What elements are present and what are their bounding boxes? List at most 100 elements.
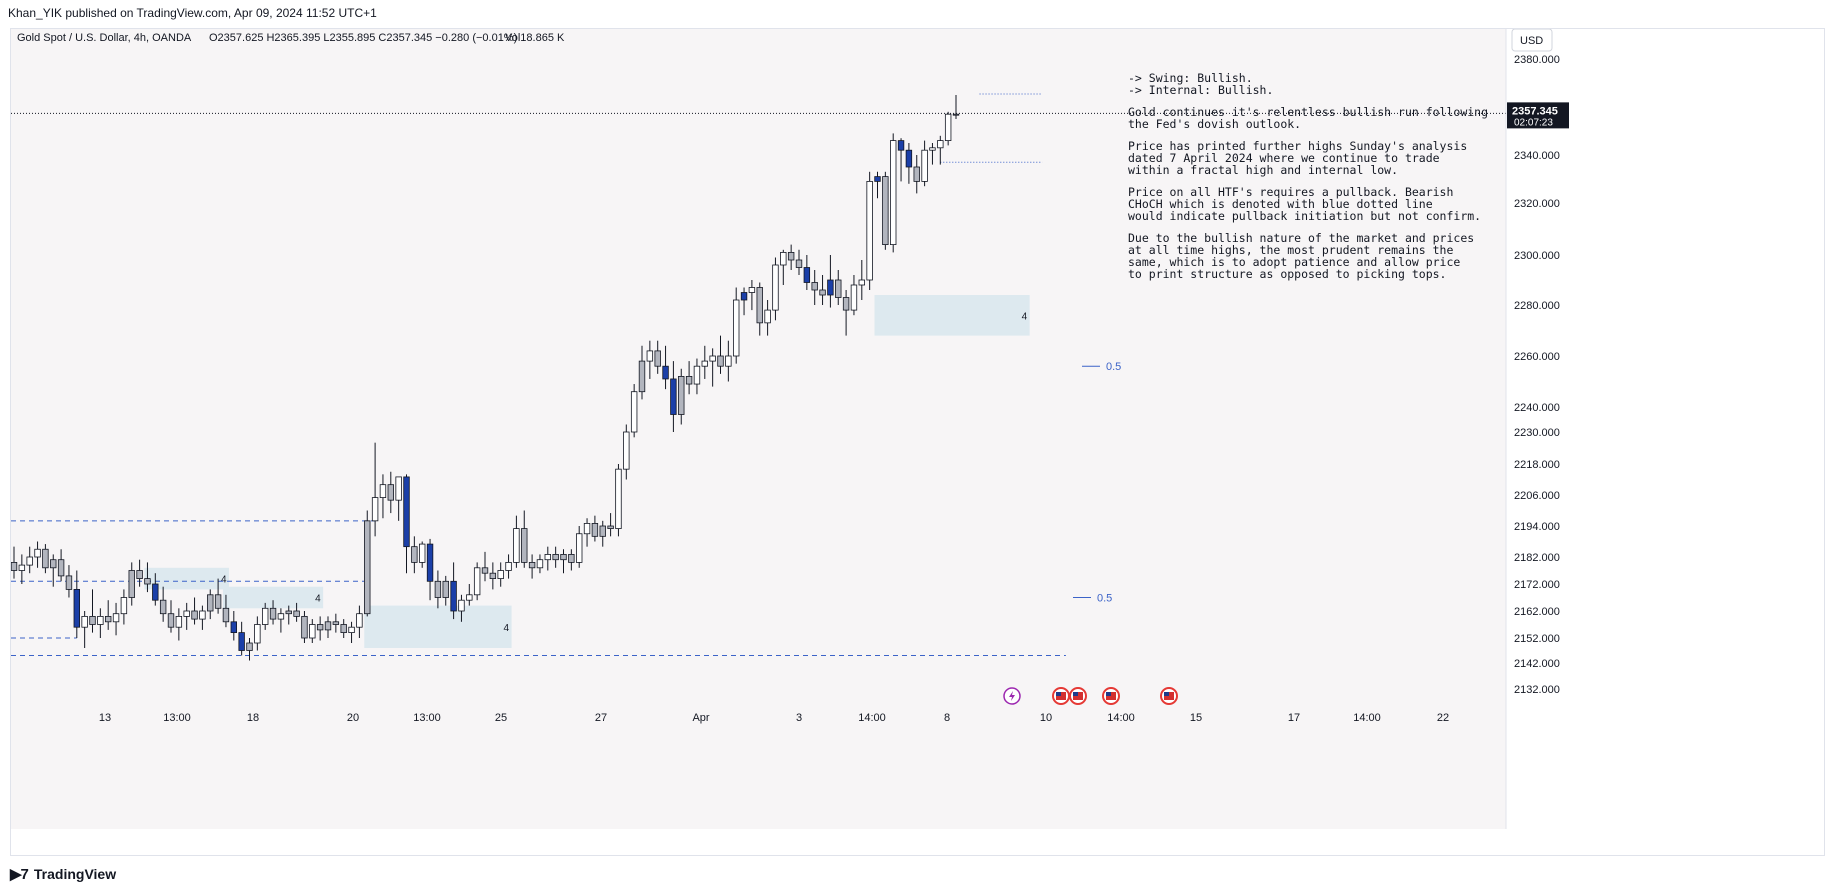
candle[interactable] (222, 607, 230, 623)
range-band-0[interactable] (144, 567, 229, 590)
candle[interactable] (599, 525, 606, 537)
candle[interactable] (426, 543, 434, 582)
candle[interactable] (152, 583, 159, 601)
candle[interactable] (105, 616, 112, 623)
candle[interactable] (646, 350, 654, 362)
candle[interactable] (144, 578, 151, 585)
candle[interactable] (466, 594, 473, 601)
candle[interactable] (678, 375, 685, 415)
candle[interactable] (544, 554, 551, 561)
candle[interactable] (442, 580, 449, 598)
candle[interactable] (238, 632, 245, 651)
candle[interactable] (489, 572, 497, 580)
candle[interactable] (717, 355, 724, 367)
candle[interactable] (207, 594, 214, 612)
candle[interactable] (866, 180, 873, 281)
candle[interactable] (521, 528, 528, 563)
candle[interactable] (811, 282, 818, 291)
candle[interactable] (175, 616, 183, 628)
candle[interactable] (34, 548, 41, 558)
candle[interactable] (128, 570, 135, 598)
candle[interactable] (473, 567, 481, 596)
range-band-3[interactable] (874, 295, 1030, 336)
candle[interactable] (882, 176, 889, 246)
candle[interactable] (835, 279, 842, 298)
candle[interactable] (214, 594, 222, 609)
candle[interactable] (309, 624, 316, 639)
candle[interactable] (387, 484, 394, 501)
candle[interactable] (403, 476, 410, 548)
candle[interactable] (890, 140, 897, 245)
candle[interactable] (481, 567, 489, 574)
candle[interactable] (709, 355, 716, 362)
candle[interactable] (18, 564, 26, 571)
candle[interactable] (536, 559, 544, 569)
candle[interactable] (65, 575, 73, 590)
candle[interactable] (434, 580, 442, 598)
candle[interactable] (897, 140, 905, 151)
candle[interactable] (293, 610, 300, 617)
candle[interactable] (11, 562, 18, 571)
candle[interactable] (261, 607, 269, 625)
candle[interactable] (513, 528, 520, 563)
candle[interactable] (693, 365, 701, 385)
candle[interactable] (505, 562, 512, 571)
candle[interactable] (560, 554, 567, 561)
candle[interactable] (57, 559, 65, 577)
candle[interactable] (230, 621, 237, 633)
candle[interactable] (269, 607, 277, 620)
candle[interactable] (42, 548, 49, 569)
candle[interactable] (623, 431, 630, 470)
candle[interactable] (638, 360, 646, 393)
candle[interactable] (795, 259, 803, 268)
candle[interactable] (254, 624, 261, 644)
candle[interactable] (497, 570, 504, 580)
candle[interactable] (740, 292, 748, 301)
candlestick-chart[interactable]: 44440.50.5USD2380.0002360.0002340.000232… (11, 29, 1826, 857)
candle[interactable] (183, 610, 190, 617)
candle[interactable] (528, 562, 536, 569)
candle[interactable] (905, 149, 913, 168)
candle[interactable] (937, 140, 944, 149)
candle[interactable] (26, 556, 33, 566)
candle[interactable] (583, 523, 591, 535)
candle[interactable] (89, 616, 96, 625)
candle[interactable] (418, 543, 426, 563)
candle[interactable] (701, 360, 708, 367)
candle[interactable] (591, 523, 599, 537)
candle[interactable] (411, 546, 418, 563)
candle[interactable] (73, 589, 80, 628)
candle[interactable] (246, 642, 253, 651)
candle[interactable] (371, 497, 379, 522)
candle[interactable] (780, 251, 787, 266)
candle[interactable] (120, 597, 128, 615)
candle[interactable] (191, 610, 198, 620)
candle[interactable] (733, 299, 740, 357)
chart-pane[interactable]: 44440.50.5USD2380.0002360.0002340.000232… (10, 28, 1825, 856)
candle[interactable] (576, 533, 583, 563)
candle[interactable] (662, 365, 669, 380)
candle[interactable] (277, 613, 285, 620)
candle[interactable] (136, 570, 143, 580)
candle[interactable] (458, 599, 465, 612)
candle[interactable] (630, 391, 638, 433)
candle[interactable] (874, 176, 881, 182)
candle[interactable] (670, 378, 677, 415)
candle[interactable] (285, 610, 292, 615)
candle[interactable] (929, 147, 936, 151)
candle[interactable] (654, 350, 661, 367)
candle[interactable] (552, 554, 559, 561)
candle[interactable] (332, 621, 340, 625)
candle[interactable] (764, 309, 771, 324)
currency-button[interactable] (1511, 29, 1553, 52)
candle[interactable] (850, 284, 858, 311)
candle[interactable] (827, 279, 834, 296)
range-band-1[interactable] (222, 586, 324, 609)
candle[interactable] (50, 559, 57, 569)
candle[interactable] (803, 267, 811, 283)
candle[interactable] (952, 113, 960, 116)
candle[interactable] (324, 621, 332, 631)
candle[interactable] (450, 580, 457, 612)
candle[interactable] (81, 616, 88, 628)
candle[interactable] (301, 616, 308, 639)
